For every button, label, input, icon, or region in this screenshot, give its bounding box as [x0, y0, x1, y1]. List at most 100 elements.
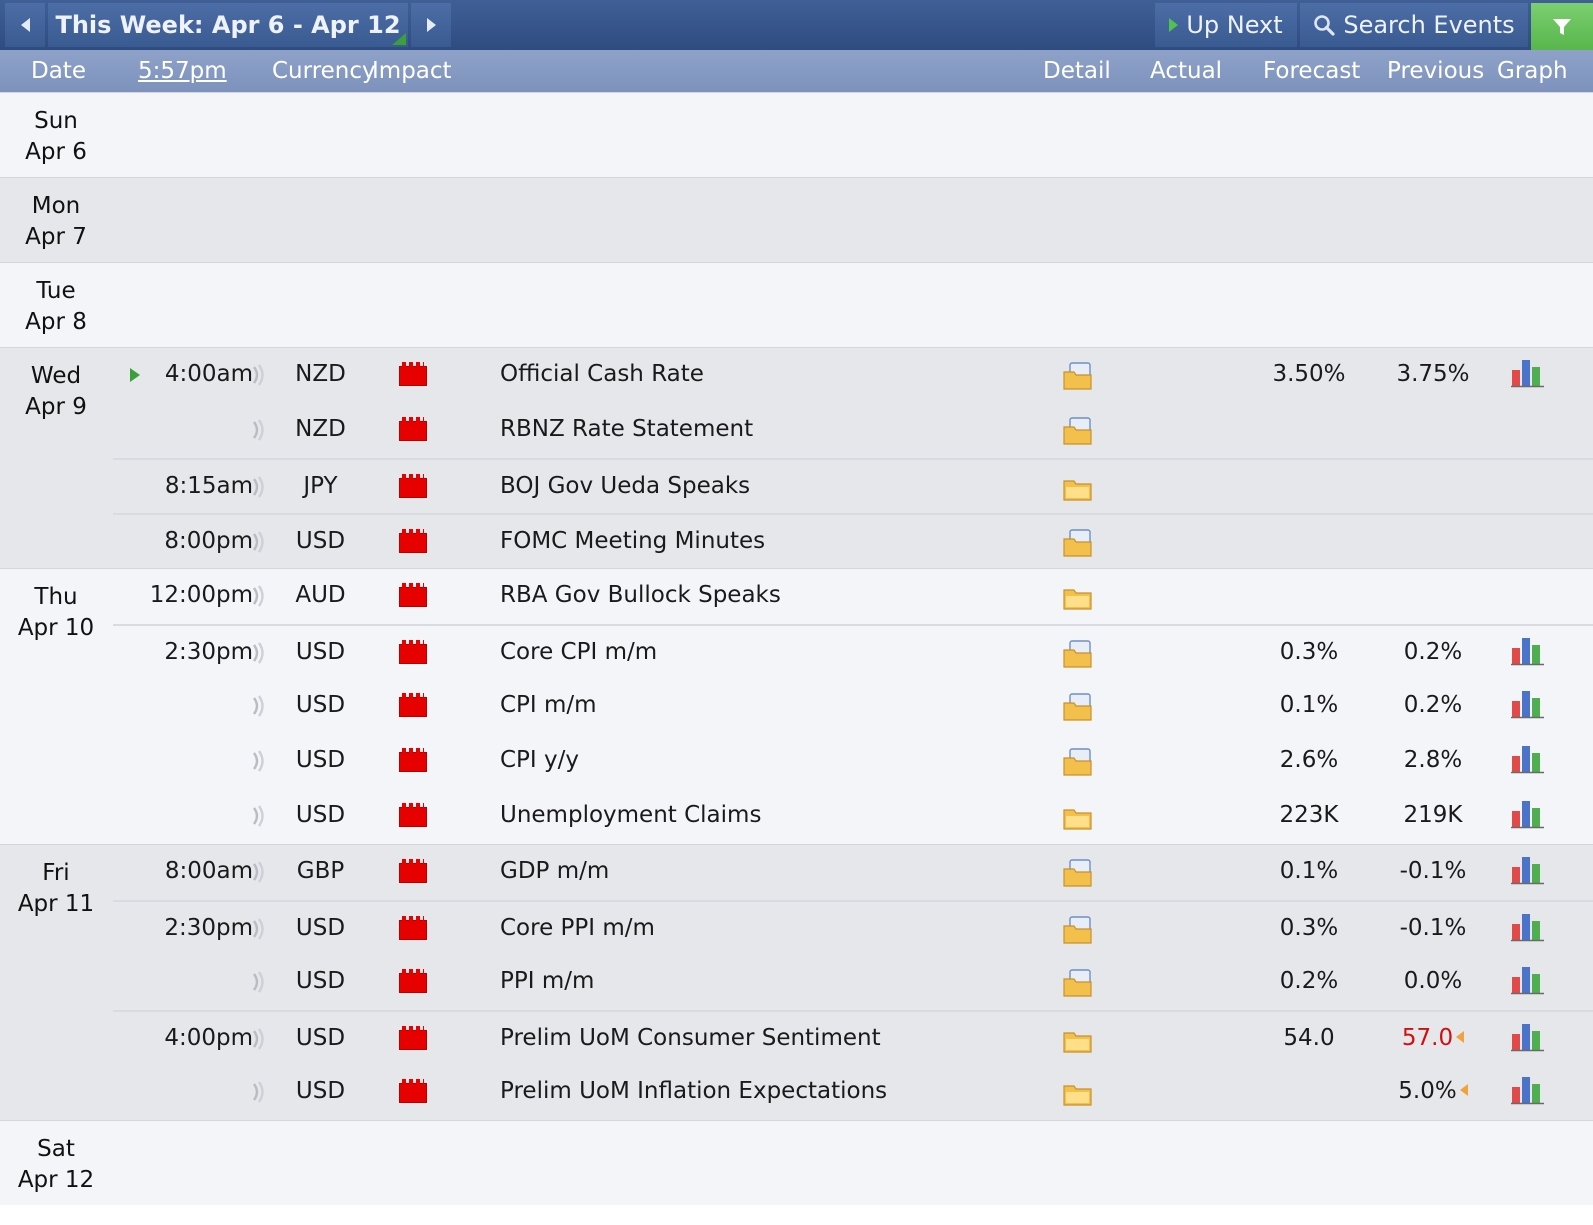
- event-row[interactable]: 8:15am JPY BOJ Gov Ueda Speaks: [113, 458, 1593, 515]
- sound-waves-icon[interactable]: [250, 693, 268, 725]
- event-row[interactable]: USD CPI y/y 2.6% 2.8%: [113, 734, 1593, 789]
- impact-high-icon[interactable]: [399, 362, 427, 386]
- event-row[interactable]: 4:00am NZD Official Cash Rate 3.50% 3.75%: [113, 348, 1593, 403]
- impact-high-icon[interactable]: [399, 640, 427, 664]
- folder-open-icon[interactable]: [1061, 746, 1095, 784]
- folder-icon[interactable]: [1061, 1077, 1095, 1115]
- bar-chart-icon[interactable]: [1511, 912, 1545, 948]
- bar-chart-icon[interactable]: [1511, 689, 1545, 725]
- impact-high-icon[interactable]: [399, 969, 427, 993]
- impact-high-icon[interactable]: [399, 529, 427, 553]
- impact-high-icon[interactable]: [399, 859, 427, 883]
- event-row[interactable]: 8:00am GBP GDP m/m 0.1% -0.1%: [113, 845, 1593, 900]
- header-actual: Actual: [1150, 58, 1223, 84]
- event-row[interactable]: 4:00pm USD Prelim UoM Consumer Sentiment 54…: [113, 1010, 1593, 1067]
- folder-open-icon[interactable]: [1061, 914, 1095, 952]
- filter-button[interactable]: [1531, 3, 1593, 50]
- sound-waves-icon[interactable]: [250, 803, 268, 835]
- event-row[interactable]: 12:00pm AUD RBA Gov Bullock Speaks: [113, 569, 1593, 624]
- day-block: Tue Apr 8: [0, 262, 1593, 347]
- event-row[interactable]: USD CPI m/m 0.1% 0.2%: [113, 679, 1593, 734]
- sound-waves-icon[interactable]: [250, 474, 268, 506]
- bar-chart-icon[interactable]: [1511, 744, 1545, 780]
- impact-high-icon[interactable]: [399, 748, 427, 772]
- revised-indicator-icon[interactable]: [1459, 1084, 1468, 1096]
- folder-open-icon[interactable]: [1061, 638, 1095, 676]
- event-title[interactable]: Core CPI m/m: [500, 639, 658, 665]
- bar-chart-icon[interactable]: [1511, 358, 1545, 394]
- sound-waves-icon[interactable]: [250, 1079, 268, 1111]
- event-title[interactable]: Unemployment Claims: [500, 802, 762, 828]
- sound-waves-icon[interactable]: [250, 969, 268, 1001]
- bar-chart-icon[interactable]: [1511, 636, 1545, 672]
- event-title[interactable]: PPI m/m: [500, 968, 595, 994]
- day-label: Thu Apr 10: [0, 569, 112, 644]
- bar-chart-icon[interactable]: [1511, 1075, 1545, 1111]
- event-title[interactable]: CPI y/y: [500, 747, 579, 773]
- bar-chart-icon[interactable]: [1511, 1022, 1545, 1058]
- event-currency: USD: [295, 639, 346, 665]
- event-title[interactable]: Official Cash Rate: [500, 361, 704, 387]
- next-week-button[interactable]: [411, 3, 451, 47]
- event-title[interactable]: Prelim UoM Inflation Expectations: [500, 1078, 888, 1104]
- folder-open-icon[interactable]: [1061, 527, 1095, 565]
- bar-chart-icon[interactable]: [1511, 799, 1545, 835]
- event-previous: 0.2%: [1403, 639, 1463, 665]
- event-title[interactable]: BOJ Gov Ueda Speaks: [500, 473, 751, 499]
- impact-high-icon[interactable]: [399, 693, 427, 717]
- folder-open-icon[interactable]: [1061, 857, 1095, 895]
- search-events-button[interactable]: Search Events: [1300, 3, 1528, 47]
- folder-icon[interactable]: [1061, 581, 1095, 619]
- event-title[interactable]: Core PPI m/m: [500, 915, 655, 941]
- event-row[interactable]: USD Prelim UoM Inflation Expectations 5.0%: [113, 1065, 1593, 1120]
- impact-high-icon[interactable]: [399, 1026, 427, 1050]
- impact-high-icon[interactable]: [399, 417, 427, 441]
- folder-open-icon[interactable]: [1061, 415, 1095, 453]
- folder-open-icon[interactable]: [1061, 691, 1095, 729]
- triangle-right-icon: [426, 18, 436, 32]
- event-title[interactable]: Prelim UoM Consumer Sentiment: [500, 1025, 881, 1051]
- sound-waves-icon[interactable]: [250, 1026, 268, 1058]
- impact-high-icon[interactable]: [399, 1079, 427, 1103]
- previous-week-button[interactable]: [5, 3, 45, 47]
- impact-high-icon[interactable]: [399, 916, 427, 940]
- event-currency: NZD: [295, 361, 346, 387]
- revised-indicator-icon[interactable]: [1456, 1031, 1465, 1043]
- folder-icon[interactable]: [1061, 1024, 1095, 1062]
- event-title[interactable]: RBA Gov Bullock Speaks: [500, 582, 781, 608]
- folder-open-icon[interactable]: [1061, 967, 1095, 1005]
- event-previous-cell: -0.1%: [1368, 858, 1498, 884]
- event-title[interactable]: FOMC Meeting Minutes: [500, 528, 766, 554]
- sound-waves-icon[interactable]: [250, 859, 268, 891]
- impact-high-icon[interactable]: [399, 474, 427, 498]
- event-previous: -0.1%: [1399, 858, 1467, 884]
- up-next-button[interactable]: Up Next: [1155, 3, 1297, 47]
- header-clock-link[interactable]: 5:57pm: [138, 58, 227, 84]
- event-row[interactable]: USD PPI m/m 0.2% 0.0%: [113, 955, 1593, 1010]
- event-title[interactable]: CPI m/m: [500, 692, 597, 718]
- event-row[interactable]: NZD RBNZ Rate Statement: [113, 403, 1593, 458]
- event-time: 8:00am: [164, 858, 253, 884]
- impact-high-icon[interactable]: [399, 803, 427, 827]
- folder-icon[interactable]: [1061, 801, 1095, 839]
- folder-icon[interactable]: [1061, 472, 1095, 510]
- sound-waves-icon[interactable]: [250, 529, 268, 561]
- sound-waves-icon[interactable]: [250, 583, 268, 615]
- sound-waves-icon[interactable]: [250, 640, 268, 672]
- event-row[interactable]: USD Unemployment Claims 223K 219K: [113, 789, 1593, 844]
- bar-chart-icon[interactable]: [1511, 965, 1545, 1001]
- sound-waves-icon[interactable]: [250, 916, 268, 948]
- folder-open-icon[interactable]: [1061, 360, 1095, 398]
- event-row[interactable]: 2:30pm USD Core PPI m/m 0.3% -0.1%: [113, 900, 1593, 957]
- bar-chart-icon[interactable]: [1511, 855, 1545, 891]
- event-row[interactable]: 2:30pm USD Core CPI m/m 0.3% 0.2%: [113, 624, 1593, 681]
- sound-waves-icon[interactable]: [250, 417, 268, 449]
- impact-high-icon[interactable]: [399, 583, 427, 607]
- event-row[interactable]: 8:00pm USD FOMC Meeting Minutes: [113, 513, 1593, 570]
- week-selector-button[interactable]: This Week: Apr 6 - Apr 12: [48, 3, 408, 47]
- sound-waves-icon[interactable]: [250, 362, 268, 394]
- event-title[interactable]: GDP m/m: [500, 858, 610, 884]
- event-previous-cell: 0.2%: [1368, 639, 1498, 665]
- event-title[interactable]: RBNZ Rate Statement: [500, 416, 754, 442]
- sound-waves-icon[interactable]: [250, 748, 268, 780]
